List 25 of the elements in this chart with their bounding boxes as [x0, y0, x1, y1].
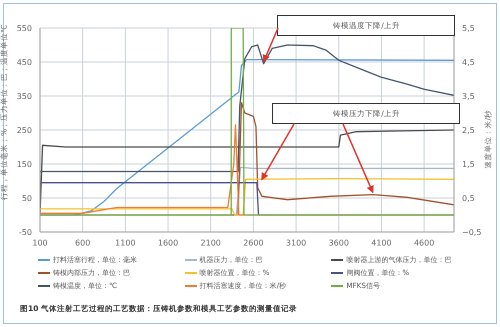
y-tick-label: 250 — [16, 126, 32, 135]
y-tick-label: 150 — [16, 160, 32, 169]
y-tick-label: 350 — [16, 92, 32, 101]
y2-tick-label: 4,5 — [462, 58, 475, 67]
x-tick-label: 4600 — [414, 238, 434, 248]
y2-tick-label: 1,5 — [462, 160, 475, 169]
x-tick-label: 3100 — [286, 238, 306, 248]
y-tick-label: 50 — [22, 194, 32, 203]
line-series — [40, 44, 454, 172]
x-tick-label: 100 — [32, 238, 48, 248]
y2-tick-label: 2,5 — [462, 126, 475, 135]
y2-tick-label: 5,5 — [462, 24, 475, 33]
x-tick-label: 2100 — [200, 238, 221, 248]
x-tick-label: 1100 — [115, 238, 136, 248]
x-tick-label: 4100 — [371, 238, 392, 248]
x-tick-label: 3600 — [328, 238, 349, 248]
y-tick-label: -50 — [18, 228, 32, 237]
x-tick-label: 2600 — [243, 238, 264, 248]
x-tick-label: 1600 — [158, 238, 178, 248]
y-tick-label: 450 — [16, 58, 32, 67]
y2-tick-label: 3,5 — [462, 92, 475, 101]
y2-tick-label: −0,5 — [462, 228, 482, 237]
x-tick-label: 600 — [75, 238, 90, 248]
y-tick-label: 550 — [16, 24, 32, 33]
y2-tick-label: 0,5 — [462, 194, 475, 203]
